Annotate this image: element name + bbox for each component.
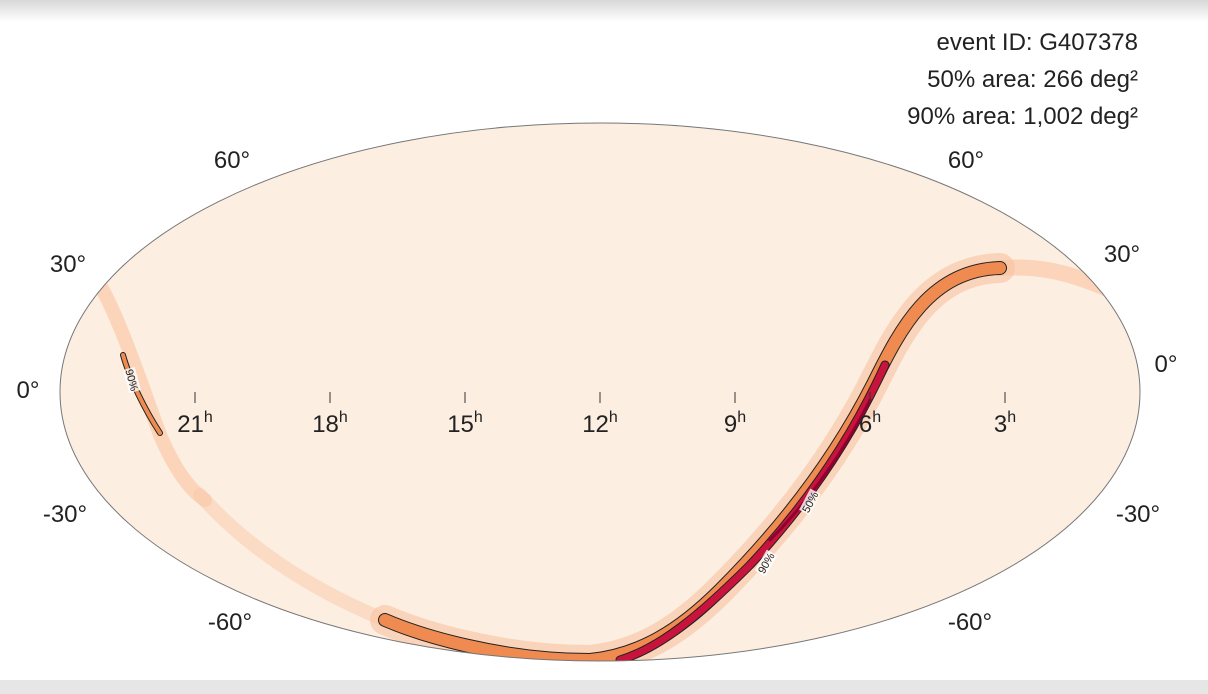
ra-label: 9h [724, 409, 746, 438]
ra-hour: 3 [994, 411, 1007, 438]
ra-hour: 12 [582, 411, 609, 438]
contour-label: 90% [122, 368, 139, 393]
probability-band [93, 253, 1118, 661]
ra-label: 18h [312, 409, 348, 438]
dec-label: -60° [208, 609, 252, 636]
annotation: event ID: G407378 [937, 29, 1138, 56]
dec-label: -30° [43, 501, 87, 528]
dec-label: 60° [948, 147, 984, 174]
dec-label: -30° [1116, 501, 1160, 528]
band-50 [616, 361, 889, 661]
bottom-bar [0, 680, 1208, 694]
band-90 [121, 353, 162, 435]
labels: event ID: G407378 50% area: 266 deg² 90% a… [17, 29, 1178, 636]
contour-label-bg [123, 366, 141, 394]
ra-hour: 15 [447, 411, 474, 438]
contour-label-bg [754, 549, 778, 577]
ra-label: 6h [859, 409, 881, 438]
dec-label: 0° [1155, 351, 1178, 378]
dec-label: -60° [948, 609, 992, 636]
ra-unit: h [737, 409, 746, 426]
ra-unit: h [1007, 409, 1016, 426]
ra-unit: h [872, 409, 881, 426]
ra-label: 3h [994, 409, 1016, 438]
dec-label: 30° [1104, 241, 1140, 268]
ra-label: 12h [582, 409, 618, 438]
ra-unit: h [474, 409, 483, 426]
ra-hour: 21 [177, 411, 204, 438]
band-peak [768, 398, 872, 542]
ra-hour: 18 [312, 411, 339, 438]
sky-border [59, 122, 1141, 662]
ra-unit: h [339, 409, 348, 426]
faint-tail [193, 488, 392, 627]
dec-label: 30° [50, 251, 86, 278]
ra-label: 15h [447, 409, 483, 438]
top-bar [0, 0, 1208, 22]
contour-label-bg [799, 488, 821, 516]
ra-unit: h [204, 409, 213, 426]
ra-label: 21h [177, 409, 213, 438]
annotation: 90% area: 1,002 deg² [907, 103, 1138, 130]
dec-label: 0° [17, 377, 40, 404]
annotation: 50% area: 266 deg² [927, 66, 1138, 93]
ra-hour: 9 [724, 411, 737, 438]
ra-unit: h [609, 409, 618, 426]
dec-label: 60° [214, 147, 250, 174]
ra-hour: 6 [859, 411, 872, 438]
